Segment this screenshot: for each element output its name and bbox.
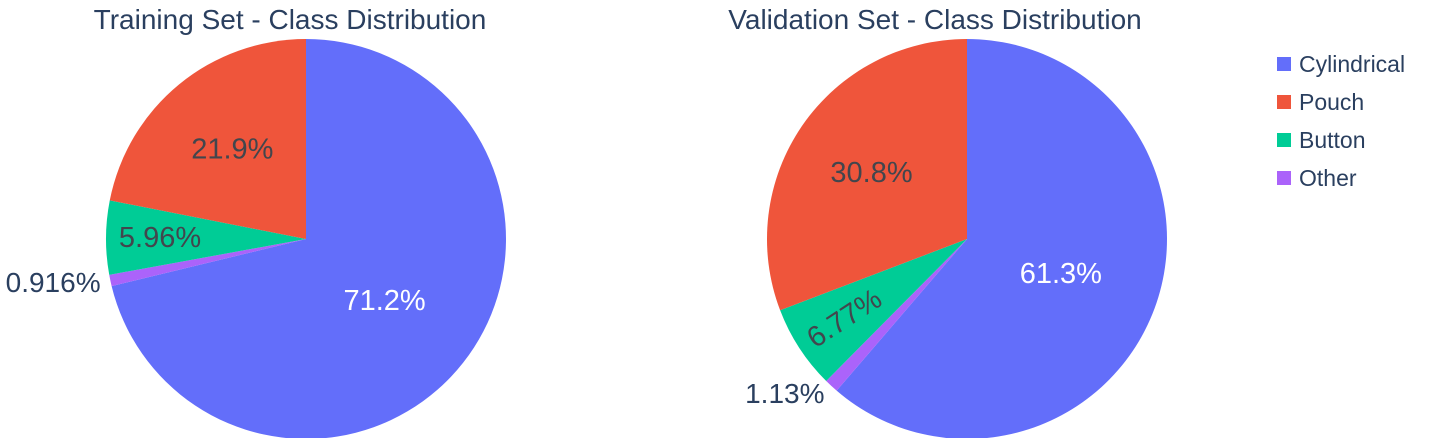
pie-slice-label: 5.96% (119, 222, 201, 254)
legend-swatch-cylindrical-icon (1277, 57, 1291, 71)
training-pie-chart: 71.2% 0.916% 5.96% 21.9% (6, 39, 506, 438)
legend-item-other[interactable]: Other (1277, 166, 1405, 190)
pie-slice-label: 71.2% (343, 285, 425, 317)
legend: Cylindrical Pouch Button Other (1277, 52, 1405, 204)
pie-slice-other[interactable] (109, 239, 306, 287)
pie-slice-other[interactable] (826, 239, 967, 391)
pie-slice-pouch[interactable] (109, 39, 306, 239)
validation-pie-chart: 61.3%1.13%6.77%30.8% (745, 38, 1167, 438)
legend-item-label: Other (1299, 165, 1357, 191)
legend-item-label: Pouch (1299, 89, 1365, 115)
legend-swatch-button-icon (1277, 133, 1291, 147)
pie-slice-cylindrical[interactable] (111, 39, 506, 438)
pie-slice-pouch[interactable] (766, 38, 967, 311)
pie-slice-label: 61.3% (1020, 258, 1102, 290)
legend-item-label: Button (1299, 127, 1366, 153)
pie-slice-button[interactable] (106, 200, 306, 275)
legend-item-button[interactable]: Button (1277, 128, 1405, 152)
training-chart-title: Training Set - Class Distribution (93, 4, 487, 35)
pie-slice-button[interactable] (780, 239, 967, 382)
pie-slice-label: 0.916% (6, 267, 101, 298)
pie-slice-label: 21.9% (191, 133, 273, 165)
legend-swatch-pouch-icon (1277, 95, 1291, 109)
legend-item-cylindrical[interactable]: Cylindrical (1277, 52, 1405, 76)
legend-item-pouch[interactable]: Pouch (1277, 90, 1405, 114)
legend-item-label: Cylindrical (1299, 51, 1406, 77)
legend-swatch-other-icon (1277, 171, 1291, 185)
pie-slice-cylindrical[interactable] (836, 39, 1167, 438)
validation-chart-title: Validation Set - Class Distribution (728, 4, 1142, 35)
pie-slice-label: 30.8% (830, 157, 912, 189)
pie-slice-label: 1.13% (745, 378, 824, 409)
